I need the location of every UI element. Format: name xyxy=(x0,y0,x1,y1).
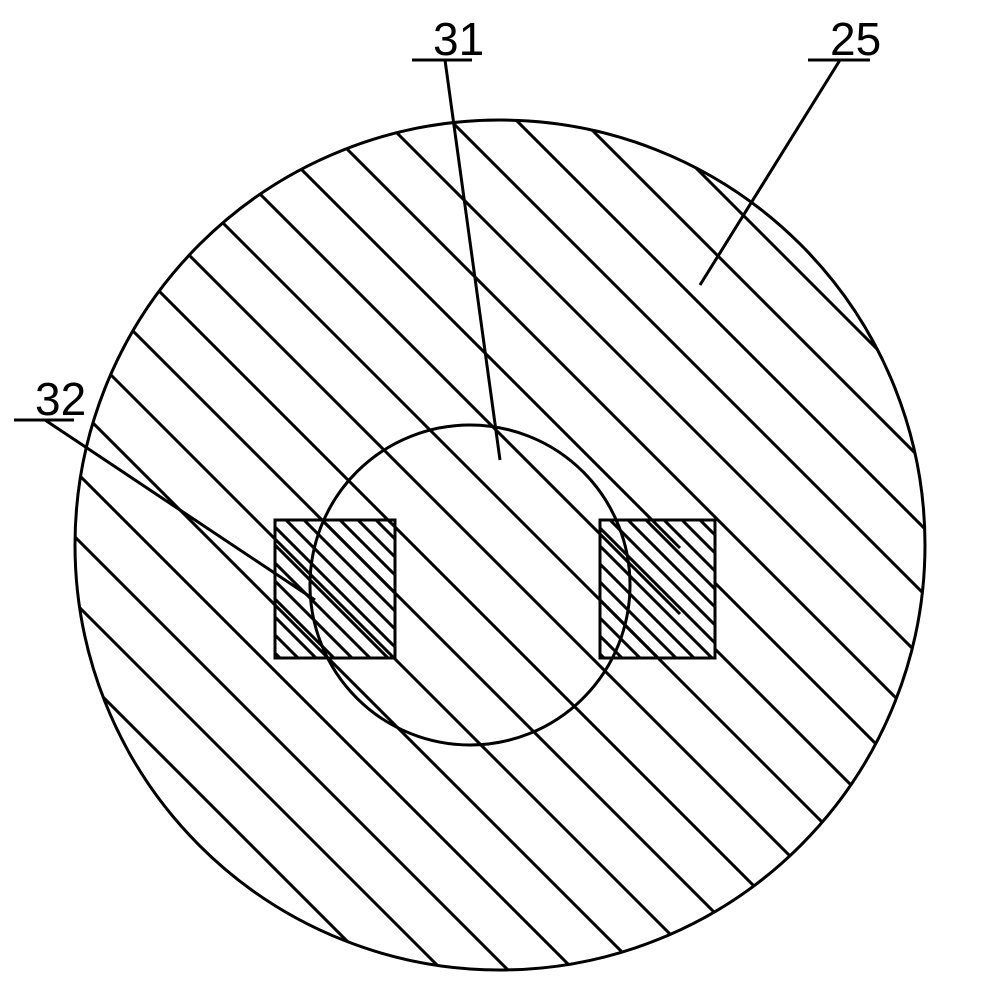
callout-32-label: 32 xyxy=(35,373,86,425)
outer-circle xyxy=(75,120,925,970)
right-block-hatch xyxy=(550,370,765,819)
callout-32-leader xyxy=(45,420,315,600)
callout-31-label: 31 xyxy=(433,13,484,65)
outer-disc-hatch xyxy=(25,0,975,992)
inner-circle xyxy=(310,425,630,745)
callout-25-label: 25 xyxy=(830,13,881,65)
callout-25-leader xyxy=(700,60,840,285)
